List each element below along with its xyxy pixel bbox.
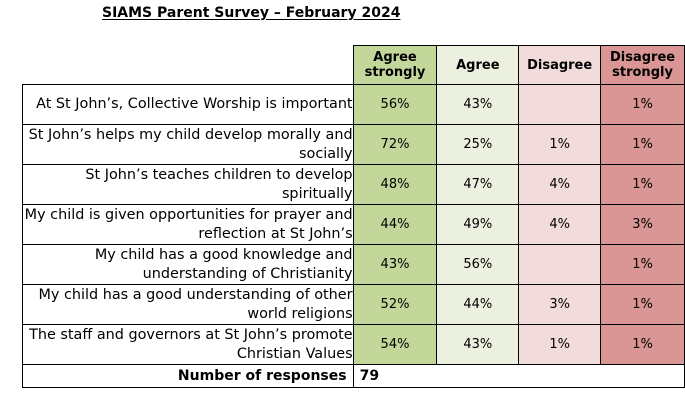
disagree-strongly-cell: 1% (600, 164, 685, 205)
agree-strongly-cell: 52% (352, 284, 438, 325)
disagree-strongly-cell: 3% (600, 204, 685, 245)
statement-cell: My child has a good understanding of oth… (22, 284, 354, 325)
disagree-cell (518, 244, 602, 285)
table-row: My child has a good knowledge and unders… (22, 244, 685, 285)
disagree-strongly-cell: 1% (600, 124, 685, 165)
table-row: At St John’s, Collective Worship is impo… (22, 84, 685, 125)
statement-cell: The staff and governors at St John’s pro… (22, 324, 354, 365)
header-disagree-strongly: Disagree strongly (600, 45, 685, 85)
agree-cell: 43% (436, 324, 520, 365)
table-row: St John’s helps my child develop morally… (22, 124, 685, 165)
disagree-cell: 4% (518, 164, 602, 205)
agree-cell: 47% (436, 164, 520, 205)
agree-strongly-cell: 56% (352, 84, 438, 125)
responses-count: 79 (352, 364, 685, 388)
table-row: The staff and governors at St John’s pro… (22, 324, 685, 365)
disagree-strongly-cell: 1% (600, 284, 685, 325)
disagree-cell (518, 84, 602, 125)
agree-cell: 56% (436, 244, 520, 285)
disagree-cell: 4% (518, 204, 602, 245)
disagree-strongly-cell: 1% (600, 244, 685, 285)
agree-cell: 49% (436, 204, 520, 245)
statement-cell: My child has a good knowledge and unders… (22, 244, 354, 285)
agree-strongly-cell: 48% (352, 164, 438, 205)
header-agree: Agree (436, 45, 520, 85)
survey-title: SIAMS Parent Survey – February 2024 (102, 5, 401, 21)
header-blank-cell (22, 45, 354, 85)
agree-cell: 44% (436, 284, 520, 325)
disagree-cell: 1% (518, 324, 602, 365)
agree-strongly-cell: 43% (352, 244, 438, 285)
statement-cell: At St John’s, Collective Worship is impo… (22, 84, 354, 125)
table-row: My child has a good understanding of oth… (22, 284, 685, 325)
agree-cell: 43% (436, 84, 520, 125)
table-row: St John’s teaches children to develop sp… (22, 164, 685, 205)
header-row: Agree strongly Agree Disagree Disagree s… (22, 45, 685, 85)
agree-strongly-cell: 54% (352, 324, 438, 365)
survey-results-table: Agree strongly Agree Disagree Disagree s… (22, 45, 685, 388)
statement-cell: St John’s teaches children to develop sp… (22, 164, 354, 205)
responses-label: Number of responses (22, 364, 354, 388)
disagree-strongly-cell: 1% (600, 324, 685, 365)
header-disagree: Disagree (518, 45, 602, 85)
responses-row: Number of responses 79 (22, 364, 685, 388)
disagree-cell: 3% (518, 284, 602, 325)
disagree-strongly-cell: 1% (600, 84, 685, 125)
table-row: My child is given opportunities for pray… (22, 204, 685, 245)
header-agree-strongly: Agree strongly (352, 45, 438, 85)
statement-cell: St John’s helps my child develop morally… (22, 124, 354, 165)
agree-strongly-cell: 72% (352, 124, 438, 165)
disagree-cell: 1% (518, 124, 602, 165)
agree-cell: 25% (436, 124, 520, 165)
agree-strongly-cell: 44% (352, 204, 438, 245)
statement-cell: My child is given opportunities for pray… (22, 204, 354, 245)
